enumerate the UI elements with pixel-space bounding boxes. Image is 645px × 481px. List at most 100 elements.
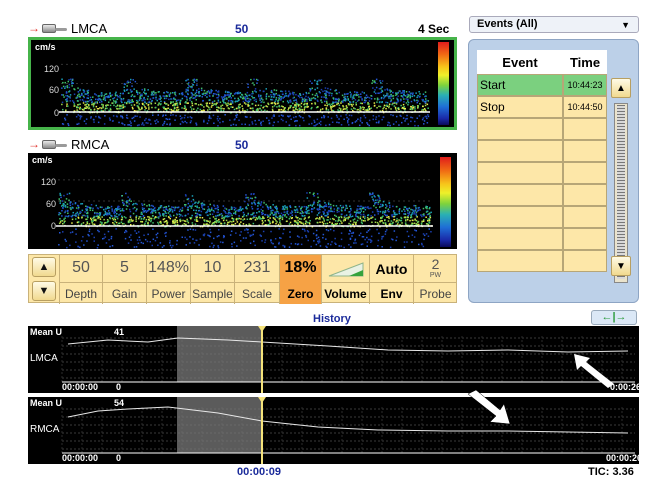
events-panel: Event Time Start 10:44:23 Stop 10:44:50 … [468, 39, 639, 303]
lmca-trend-value: 41 [114, 327, 125, 337]
increase-button[interactable]: ▲ [32, 257, 56, 277]
lmca-waveform [59, 63, 430, 127]
sample-control[interactable]: 10 Sample [190, 255, 234, 304]
rmca-trend-start: 00:00:00 [62, 453, 99, 463]
event-cell [477, 162, 563, 184]
event-cell [477, 206, 563, 228]
time-cell [563, 206, 607, 228]
lmca-tick-0: 0 [53, 108, 59, 118]
event-cell [477, 118, 563, 140]
power-label: Power [151, 287, 186, 301]
rmca-trend-plot [61, 397, 635, 464]
event-cell [477, 228, 563, 250]
table-row[interactable] [477, 118, 607, 140]
table-row[interactable]: Stop 10:44:50 [477, 96, 607, 118]
lmca-label: LMCA [71, 20, 108, 36]
table-row[interactable] [477, 162, 607, 184]
rmca-trend-end: 00:00:26 [606, 453, 639, 463]
scroll-down-button[interactable]: ▼ [611, 256, 631, 276]
lmca-unit: cm/s [35, 42, 56, 52]
zero-control[interactable]: 18% Zero [279, 255, 321, 304]
lmca-colorbar [438, 42, 449, 125]
volume-wedge-icon [328, 262, 364, 277]
time-cell [563, 162, 607, 184]
time-cell: 10:44:23 [563, 74, 607, 96]
rmca-spectrum[interactable]: cm/s 120 60 0 [28, 153, 457, 249]
env-label: Env [380, 287, 403, 301]
events-filter-value: Events (All) [477, 18, 538, 30]
history-move-button[interactable]: ←|→ [591, 310, 637, 325]
rmca-trend-name: RMCA [30, 424, 60, 435]
lmca-tick-120: 120 [43, 64, 59, 74]
arrow-annotation-icon [467, 389, 511, 425]
table-row[interactable] [477, 140, 607, 162]
table-row[interactable] [477, 206, 607, 228]
rmca-tick-0: 0 [50, 221, 56, 231]
rmca-header: → RMCA [28, 136, 110, 152]
table-row[interactable] [477, 250, 607, 272]
sample-value: 10 [203, 259, 222, 276]
time-cell [563, 250, 607, 272]
scale-value: 231 [243, 259, 271, 276]
up-triangle-icon: ▲ [616, 82, 626, 94]
probe-control[interactable]: 2 PW Probe [413, 255, 457, 304]
lmca-trend-start-value: 0 [116, 382, 122, 392]
scale-label: Scale [241, 287, 273, 301]
rmca-unit: cm/s [32, 155, 53, 165]
event-cell [477, 250, 563, 272]
zero-value: 18% [284, 259, 317, 276]
event-cell [477, 140, 563, 162]
rmca-trend-chart[interactable]: Mean U 54 RMCA 00:00:00 0 00:00:26 [28, 397, 639, 464]
table-row[interactable] [477, 228, 607, 250]
decrease-button[interactable]: ▼ [32, 281, 56, 301]
sweep-speed: 4 Sec [418, 22, 450, 36]
sample-label: Sample [192, 287, 233, 301]
rmca-trend-value: 54 [114, 398, 125, 408]
table-row[interactable] [477, 184, 607, 206]
gain-label: Gain [111, 287, 138, 301]
events-table-header: Event Time [477, 50, 607, 74]
volume-control[interactable]: Volume [321, 255, 369, 304]
rmca-depth: 50 [235, 138, 249, 152]
depth-label: Depth [64, 287, 98, 301]
events-filter-dropdown[interactable]: Events (All) ▼ [469, 16, 639, 33]
time-cell [563, 228, 607, 250]
tic-readout: TIC: 3.36 [588, 466, 634, 478]
scroll-up-button[interactable]: ▲ [611, 78, 631, 98]
scrollbar-thumb[interactable] [617, 105, 625, 279]
env-control[interactable]: Auto Env [369, 255, 413, 304]
power-control[interactable]: 148% Power [146, 255, 190, 304]
lmca-trend-metric: Mean U [30, 327, 63, 337]
rmca-label: RMCA [71, 136, 110, 152]
rmca-colorbar [440, 157, 451, 247]
arrow-right-icon: → [28, 21, 40, 35]
gain-control[interactable]: 5 Gain [102, 255, 146, 304]
events-scrollbar[interactable] [614, 103, 628, 283]
power-value: 148% [148, 259, 189, 276]
up-triangle-icon: ▲ [38, 261, 50, 273]
lmca-header: → LMCA [28, 20, 108, 36]
lmca-trend-name: LMCA [30, 353, 58, 364]
zero-label: Zero [287, 287, 314, 301]
rmca-trend-metric: Mean U [30, 398, 63, 408]
lmca-spectrum[interactable]: cm/s 120 60 0 [28, 37, 457, 130]
lmca-tick-60: 60 [48, 85, 59, 95]
probe-icon [40, 139, 68, 150]
event-cell: Stop [477, 96, 563, 118]
table-row[interactable]: Start 10:44:23 [477, 74, 607, 96]
chevron-down-icon: ▼ [621, 20, 630, 30]
probe-value: 2 [431, 256, 440, 272]
depth-control[interactable]: 50 Depth [59, 255, 102, 304]
down-triangle-icon: ▼ [38, 285, 50, 297]
time-cell [563, 140, 607, 162]
scale-control[interactable]: 231 Scale [234, 255, 279, 304]
lmca-trend-chart[interactable]: Mean U 41 LMCA 00:00:00 0 0:00:26 [28, 326, 639, 393]
lmca-trend-start: 00:00:00 [62, 382, 99, 392]
time-cell [563, 184, 607, 206]
event-cell [477, 184, 563, 206]
rmca-waveform [56, 179, 433, 249]
probe-icon [40, 23, 68, 34]
time-cell: 10:44:50 [563, 96, 607, 118]
event-column-header: Event [502, 54, 538, 70]
lmca-depth: 50 [235, 22, 249, 36]
